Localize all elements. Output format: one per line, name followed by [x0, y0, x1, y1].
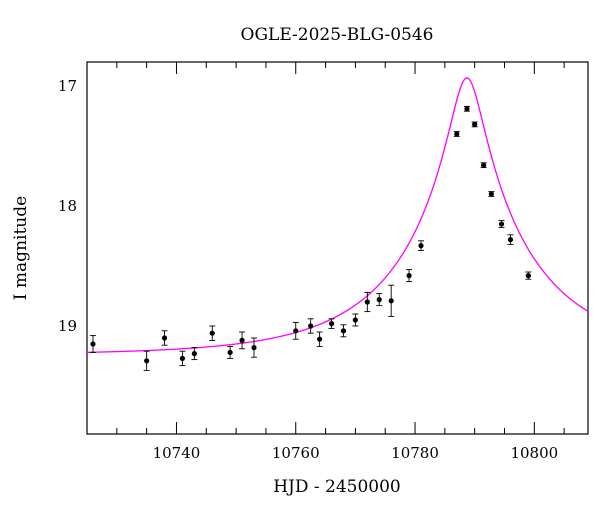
- data-point: [292, 321, 299, 340]
- point-marker: [161, 335, 168, 341]
- data-point: [307, 318, 314, 334]
- data-point: [453, 131, 460, 137]
- data-point: [488, 191, 495, 197]
- data-point: [209, 325, 216, 341]
- point-marker: [364, 299, 370, 305]
- point-marker: [525, 273, 531, 279]
- data-point: [89, 335, 96, 353]
- data-point: [376, 293, 383, 307]
- data-point: [161, 330, 168, 346]
- data-point: [340, 324, 347, 338]
- data-point: [227, 345, 234, 359]
- data-point: [179, 350, 186, 367]
- point-marker: [507, 237, 514, 243]
- y-axis-label: I magnitude: [11, 196, 31, 300]
- data-point: [406, 269, 413, 283]
- data-point: [352, 313, 359, 327]
- data-point: [498, 219, 505, 229]
- y-tick-label: 19: [58, 317, 77, 335]
- point-marker: [406, 273, 412, 279]
- point-marker: [464, 106, 470, 112]
- point-marker: [251, 345, 257, 351]
- axis-ticks: [86, 61, 588, 434]
- point-marker: [191, 351, 197, 357]
- plot-axes: [86, 61, 589, 435]
- data-point: [191, 347, 198, 361]
- data-point: [471, 121, 478, 128]
- point-marker: [488, 191, 494, 197]
- data-point: [251, 337, 257, 358]
- data-point: [388, 284, 395, 317]
- data-point: [480, 162, 487, 169]
- model-curve: [87, 77, 588, 353]
- point-marker: [472, 121, 478, 127]
- point-marker: [239, 337, 245, 343]
- point-marker: [227, 349, 233, 355]
- data-point: [328, 318, 335, 329]
- point-marker: [340, 328, 347, 334]
- plot-frame: [86, 61, 589, 435]
- y-tick-labels: 17 18 19: [58, 77, 77, 335]
- x-tick-label: 10780: [391, 444, 439, 462]
- data-points: [89, 105, 532, 371]
- x-tick-label: 10800: [510, 444, 558, 462]
- point-marker: [179, 355, 186, 361]
- data-point: [364, 291, 371, 313]
- point-marker: [418, 243, 424, 249]
- point-marker: [328, 321, 335, 327]
- x-tick-labels: 10740 10760 10780 10800: [153, 444, 559, 462]
- point-marker: [317, 336, 323, 342]
- point-marker: [308, 323, 314, 329]
- point-marker: [293, 328, 299, 334]
- data-point: [507, 234, 514, 245]
- y-tick-label: 18: [58, 197, 77, 215]
- chart-title: OGLE-2025-BLG-0546: [241, 25, 434, 45]
- x-tick-label: 10760: [272, 444, 320, 462]
- y-tick-label: 17: [58, 77, 77, 95]
- data-point: [525, 271, 532, 280]
- x-axis-label: HJD - 2450000: [273, 477, 401, 497]
- point-marker: [454, 131, 460, 137]
- point-marker: [481, 162, 487, 168]
- data-point: [239, 331, 246, 350]
- point-marker: [352, 317, 358, 323]
- point-marker: [209, 330, 215, 336]
- data-point: [143, 350, 150, 371]
- point-marker: [376, 297, 382, 303]
- point-marker: [388, 298, 394, 304]
- data-point: [316, 331, 323, 347]
- point-marker: [498, 221, 505, 227]
- data-point: [463, 105, 470, 112]
- point-marker: [90, 341, 96, 347]
- point-marker: [144, 358, 150, 364]
- x-tick-label: 10740: [153, 444, 201, 462]
- data-point: [418, 240, 424, 251]
